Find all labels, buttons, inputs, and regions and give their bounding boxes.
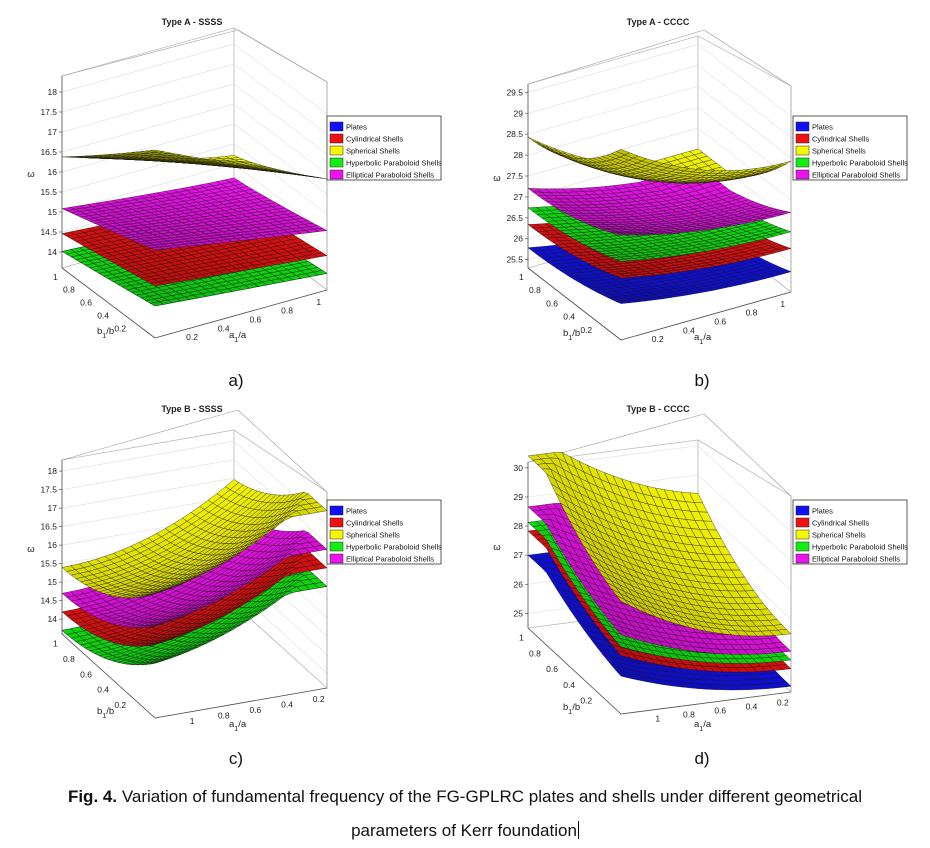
legend-entry-spherical-shells: Spherical Shells (346, 147, 400, 156)
z-tick-label: 29.5 (506, 87, 523, 97)
legend-swatch-elliptical-paraboloid-shells (796, 170, 809, 179)
y-axis-label-rest: /b (572, 328, 580, 339)
legend-entry-elliptical-paraboloid-shells: Elliptical Paraboloid Shells (346, 171, 434, 180)
legend-entry-elliptical-paraboloid-shells: Elliptical Paraboloid Shells (812, 171, 900, 180)
z-tick-label: 26 (514, 234, 524, 244)
z-tick-label: 16 (48, 167, 58, 177)
x-tick-label: 0.6 (249, 315, 261, 325)
z-tick-label: 27 (514, 192, 524, 202)
legend-swatch-hyperbolic-paraboloid-shells (330, 158, 343, 167)
y-tick-label: 0.2 (580, 325, 592, 335)
legend: Plates Cylindrical Shells Spherical Shells… (793, 116, 908, 180)
x-tick-label: 1 (780, 299, 785, 309)
x-axis-label-rest: /a (703, 332, 712, 343)
x-axis-label: a1/a (229, 330, 247, 344)
legend: Plates Cylindrical Shells Spherical Shells… (327, 116, 442, 180)
x-tick-label: 1 (316, 297, 321, 307)
z-tick-label: 26.5 (506, 213, 523, 223)
legend-entry-plates: Plates (812, 123, 833, 132)
legend-entry-cylindrical-shells: Cylindrical Shells (346, 135, 403, 144)
x-tick-label: 0.6 (714, 317, 726, 327)
z-tick-label: 28 (514, 150, 524, 160)
panel-1: Type A - SSSS 14 14.5 15 15.5 16 16.5 17 17.5 18 ω… (27, 17, 442, 390)
y-tick-label: 0.4 (97, 310, 109, 320)
panel-3: Type B - SSSS1414.51515.51616.51717.518ω… (27, 404, 442, 768)
legend-entry-plates: Plates (346, 123, 367, 132)
z-tick-label: 17.5 (40, 107, 57, 117)
z-tick-label: 14 (48, 247, 58, 257)
z-tick-label: 14.5 (40, 227, 57, 237)
chart-title: Type A - CCCC (627, 17, 690, 27)
y-tick-label: 1 (519, 272, 524, 282)
z-tick-label: 29 (514, 108, 524, 118)
legend-swatch-plates (796, 122, 809, 131)
y-axis-label-rest: /b (106, 326, 114, 337)
legend-swatch-spherical-shells (330, 146, 343, 155)
x-tick-label: 0.2 (186, 332, 198, 342)
z-tick-label: 27.5 (506, 171, 523, 181)
z-axis-label: ω (27, 169, 35, 180)
legend-entry-hyperbolic-paraboloid-shells: Hyperbolic Paraboloid Shells (812, 159, 908, 168)
legend-swatch-spherical-shells (796, 146, 809, 155)
figure-canvas: Type A - SSSS 14 14.5 15 15.5 16 16.5 17 17.5 18 ω… (0, 0, 930, 790)
subplot-label: b) (694, 371, 709, 390)
legend-swatch-cylindrical-shells (796, 134, 809, 143)
x-tick-label: 0.2 (652, 334, 664, 344)
legend-entry-spherical-shells: Spherical Shells (812, 147, 866, 156)
y-tick-label: 0.2 (114, 323, 126, 333)
y-tick-label: 0.6 (80, 298, 92, 308)
y-tick-label: 1 (53, 272, 58, 282)
legend-swatch-cylindrical-shells (330, 134, 343, 143)
y-tick-label: 0.8 (529, 285, 541, 295)
y-axis-label: b1/b (97, 326, 114, 340)
legend-swatch-elliptical-paraboloid-shells (330, 170, 343, 179)
z-tick-label: 15 (48, 207, 58, 217)
legend-entry-cylindrical-shells: Cylindrical Shells (812, 135, 869, 144)
legend-entry-hyperbolic-paraboloid-shells: Hyperbolic Paraboloid Shells (346, 159, 442, 168)
z-tick-label: 18 (48, 87, 58, 97)
legend-swatch-hyperbolic-paraboloid-shells (796, 158, 809, 167)
z-tick-label: 17 (48, 127, 58, 137)
z-tick-label: 16.5 (40, 147, 57, 157)
x-axis-label: a1/a (694, 332, 712, 346)
z-tick-label: 28.5 (506, 129, 523, 139)
y-tick-label: 0.4 (563, 312, 575, 322)
x-tick-label: 0.8 (746, 308, 758, 318)
z-tick-label: 25.5 (506, 255, 523, 265)
panel-2: Type A - CCCC 25.5 26 26.5 27 27.5 28 28.5 29 29.… (493, 17, 908, 390)
x-axis-label-rest: /a (238, 330, 247, 341)
legend-swatch-plates (330, 122, 343, 131)
y-tick-label: 0.6 (546, 298, 558, 308)
z-axis-label: ω (493, 173, 501, 184)
z-tick-label: 15.5 (40, 187, 57, 197)
y-axis-label: b1/b (563, 328, 580, 342)
chart-title: Type A - SSSS (162, 17, 223, 27)
x-tick-label: 0.8 (281, 306, 293, 316)
subplot-label: a) (228, 371, 243, 390)
y-tick-label: 0.8 (63, 285, 75, 295)
